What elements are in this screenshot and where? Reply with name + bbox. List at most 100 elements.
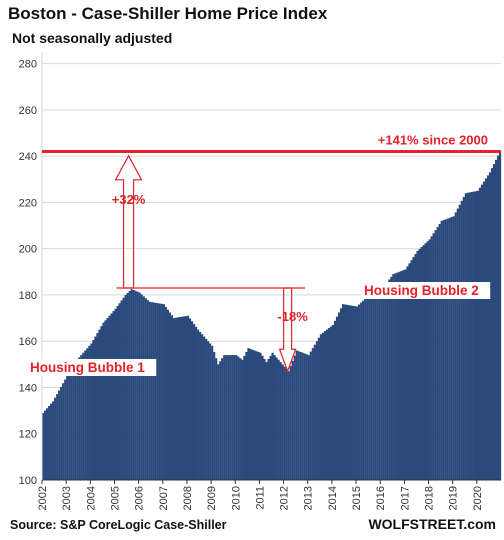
- bar: [221, 358, 224, 480]
- bar: [52, 401, 55, 480]
- bar: [366, 296, 369, 480]
- bar: [418, 249, 421, 480]
- bubble-1-label: Housing Bubble 1: [30, 360, 145, 375]
- source-note: Source: S&P CoreLogic Case-Shiller: [10, 518, 227, 532]
- x-tick-label: 2017: [399, 486, 411, 510]
- bar: [148, 301, 151, 480]
- bar: [360, 302, 363, 480]
- y-tick-label: 200: [19, 244, 37, 256]
- bar: [386, 282, 389, 480]
- bar: [235, 355, 238, 480]
- bar: [229, 355, 232, 480]
- bar: [249, 348, 252, 480]
- y-tick-label: 100: [19, 475, 37, 487]
- bar: [211, 345, 214, 480]
- bar: [311, 348, 314, 480]
- bar: [88, 345, 91, 480]
- x-tick-label: 2013: [303, 486, 315, 510]
- bar: [209, 343, 212, 480]
- bar: [98, 329, 101, 480]
- x-tick-label: 2015: [351, 486, 363, 510]
- bar: [50, 403, 53, 480]
- bar: [100, 326, 103, 480]
- bar: [335, 316, 339, 480]
- bar: [428, 239, 431, 480]
- bar: [295, 350, 298, 480]
- bar: [462, 196, 465, 481]
- bar: [297, 351, 300, 480]
- bar: [80, 355, 83, 480]
- x-tick-label: 2012: [279, 486, 291, 510]
- bar: [496, 155, 500, 481]
- bar: [446, 218, 449, 480]
- bar: [142, 296, 145, 480]
- bar: [219, 361, 222, 480]
- bar: [484, 178, 488, 480]
- bar: [422, 245, 425, 480]
- bar: [494, 159, 498, 480]
- x-tick-label: 2008: [182, 486, 194, 510]
- bar: [199, 331, 202, 480]
- bar: [78, 357, 81, 480]
- bar: [470, 191, 473, 480]
- bar: [140, 294, 143, 480]
- bar: [146, 300, 149, 480]
- bar: [291, 360, 294, 480]
- bar: [162, 304, 165, 480]
- bar: [468, 192, 471, 480]
- bar: [450, 217, 453, 480]
- bar: [184, 316, 188, 480]
- bar: [372, 293, 375, 480]
- bar: [416, 250, 419, 480]
- bar: [458, 204, 461, 480]
- x-tick-label: 2014: [327, 486, 339, 510]
- bar: [130, 289, 133, 480]
- bar: [104, 320, 107, 480]
- bar: [62, 383, 65, 480]
- bar: [44, 410, 47, 480]
- x-tick-label: 2002: [37, 486, 49, 510]
- bar: [233, 355, 236, 480]
- bar: [166, 309, 169, 480]
- bar: [70, 369, 73, 480]
- bar: [364, 298, 367, 480]
- bar: [116, 306, 119, 480]
- bar: [192, 324, 196, 480]
- bar: [74, 363, 77, 480]
- bar: [60, 386, 63, 480]
- bar: [122, 297, 125, 480]
- bar: [267, 358, 270, 480]
- bar: [217, 364, 220, 480]
- bar: [352, 305, 355, 480]
- y-tick-label: 180: [19, 290, 37, 302]
- bar: [356, 306, 359, 480]
- x-tick-label: 2011: [254, 486, 266, 510]
- bar: [110, 313, 113, 480]
- bar: [442, 220, 445, 481]
- bar: [392, 274, 395, 480]
- bar: [102, 322, 105, 480]
- bubble-1-label-bg: [27, 359, 157, 376]
- bar: [170, 315, 174, 480]
- bar: [201, 334, 204, 480]
- y-tick-label: 240: [19, 151, 37, 163]
- bar: [66, 375, 69, 480]
- bar: [42, 412, 45, 480]
- bar: [251, 349, 254, 480]
- bar: [265, 362, 268, 480]
- y-tick-label: 220: [19, 197, 37, 209]
- bar: [315, 341, 318, 480]
- annotation-layer: +141% since 2000 +32% -18% Housing Bubble 1…: [27, 132, 501, 376]
- x-tick-label: 2020: [472, 486, 484, 510]
- bar: [174, 317, 178, 480]
- bar: [180, 316, 184, 480]
- bar: [478, 187, 482, 480]
- bar: [269, 355, 272, 480]
- bar: [84, 350, 87, 480]
- bar: [327, 328, 331, 480]
- bar: [64, 379, 67, 480]
- chart-title: Boston - Case-Shiller Home Price Index: [8, 4, 328, 23]
- bar: [223, 355, 226, 480]
- bar: [154, 302, 157, 480]
